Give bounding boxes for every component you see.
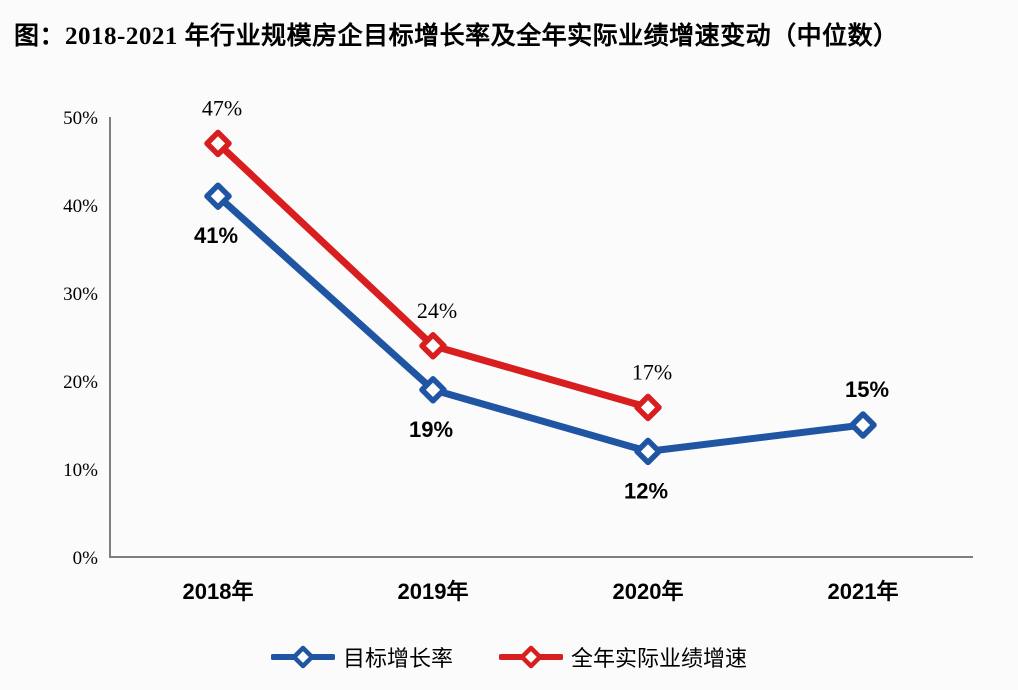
series-line-actual-growth [214, 139, 652, 411]
x-axis-category-label: 2018年 [183, 579, 254, 604]
y-axis-tick-label: 30% [63, 284, 98, 305]
legend-label: 目标增长率 [342, 646, 453, 671]
data-point-label: 24% [417, 298, 457, 323]
legend-item-actual-growth: 全年实际业绩增速 [499, 641, 747, 673]
diamond-marker [204, 182, 232, 210]
data-point-label: 15% [845, 377, 889, 402]
data-point-label: 47% [202, 95, 242, 120]
data-point-label: 19% [409, 417, 453, 442]
x-axis-category-label: 2019年 [398, 579, 469, 604]
series-line-target-growth [214, 192, 867, 455]
diamond-marker [849, 411, 877, 439]
y-axis-tick-label: 10% [63, 460, 98, 481]
legend-label: 全年实际业绩增速 [571, 646, 748, 671]
y-axis-tick-label: 40% [63, 196, 98, 217]
legend-marker-icon [270, 645, 335, 669]
chart-title: 图：2018-2021 年行业规模房企目标增长率及全年实际业绩增速变动（中位数） [14, 23, 899, 50]
axis-lines [109, 117, 973, 558]
diamond-marker [634, 393, 662, 422]
legend-marker-icon [499, 645, 563, 669]
diamond-marker [419, 332, 447, 360]
data-point-label: 12% [624, 478, 668, 503]
x-axis-category-label: 2020年 [613, 579, 684, 604]
legend-item-target-growth: 目标增长率 [270, 641, 453, 673]
data-point-label: 41% [194, 223, 238, 248]
chart-legend: 目标增长率 全年实际业绩增速 [0, 628, 1018, 686]
x-axis-category-label: 2021年 [828, 579, 899, 604]
y-axis-tick-label: 0% [73, 548, 99, 569]
diamond-marker [419, 376, 447, 404]
y-axis-tick-label: 50% [63, 108, 98, 129]
diamond-marker [204, 129, 232, 158]
diamond-marker [634, 437, 662, 466]
y-axis-tick-label: 20% [63, 372, 98, 393]
data-point-label: 17% [632, 359, 672, 384]
